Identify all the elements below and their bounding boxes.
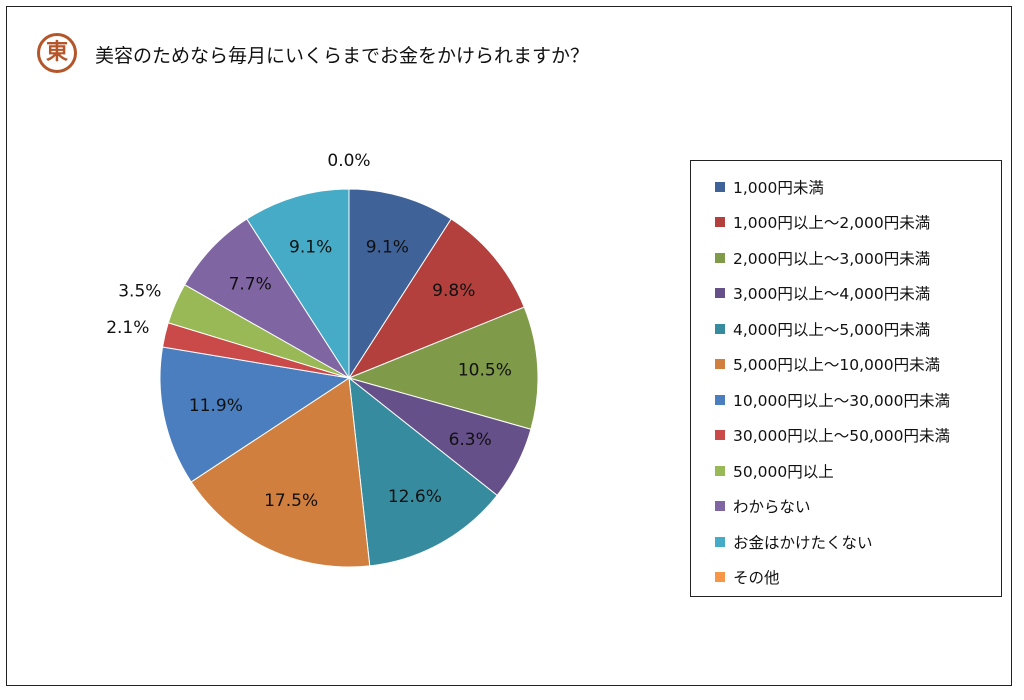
pie-slices <box>159 188 539 568</box>
pie-labels: 9.1% 9.8% 10.5% 6.3% 12.6% 17.5% 11.9% 2.1% 3.5%… <box>106 151 512 511</box>
legend-swatch <box>715 252 725 263</box>
legend-label: 2,000円以上～3,000円未満 <box>733 249 931 268</box>
legend-label: 1,000円未満 <box>733 178 824 197</box>
pie-data-label-11: 0.0% <box>327 151 370 171</box>
legend-label: 10,000円以上～30,000円未満 <box>733 391 950 410</box>
legend-item-0: 1,000円未満 <box>691 169 1001 205</box>
legend-swatch <box>715 501 725 512</box>
pie-data-label-2: 10.5% <box>458 361 512 381</box>
pie-slice-2 <box>347 306 539 430</box>
pie-data-label-10: 9.1% <box>289 237 332 257</box>
legend-swatch <box>715 465 725 476</box>
pie-slice-0 <box>348 188 452 380</box>
pie-slice-4 <box>348 376 498 567</box>
pie-data-label-8: 3.5% <box>118 281 161 301</box>
legend-label: その他 <box>733 569 780 588</box>
pie-data-label-7: 2.1% <box>106 318 149 338</box>
pie-data-label-3: 6.3% <box>449 430 492 450</box>
legend-swatch <box>715 394 725 405</box>
legend-item-7: 30,000円以上～50,000円未満 <box>691 418 1001 454</box>
legend-swatch <box>715 572 725 583</box>
legend-label: 1,000円以上～2,000円未満 <box>733 214 931 233</box>
chart-legend: 1,000円未満 1,000円以上～2,000円未満 2,000円以上～3,000円… <box>690 160 1002 597</box>
legend-item-1: 1,000円以上～2,000円未満 <box>691 205 1001 241</box>
pie-data-label-1: 9.8% <box>432 281 475 301</box>
legend-item-5: 5,000円以上～10,000円未満 <box>691 347 1001 383</box>
pie-slice-1 <box>347 218 525 380</box>
legend-label: 5,000円以上～10,000円未満 <box>733 356 941 375</box>
legend-item-3: 3,000円以上～4,000円未満 <box>691 276 1001 312</box>
legend-swatch <box>715 323 725 334</box>
legend-label: 4,000円以上～5,000円未満 <box>733 320 931 339</box>
legend-item-6: 10,000円以上～30,000円未満 <box>691 382 1001 418</box>
pie-data-label-4: 12.6% <box>388 487 442 507</box>
legend-swatch <box>715 181 725 192</box>
pie-chart: 9.1% 9.8% 10.5% 6.3% 12.6% 17.5% 11.9% 2.1% 3.5%… <box>106 151 539 568</box>
legend-item-4: 4,000円以上～5,000円未満 <box>691 311 1001 347</box>
legend-label: 3,000円以上～4,000円未満 <box>733 285 931 304</box>
pie-data-label-5: 17.5% <box>264 491 318 511</box>
legend-swatch <box>715 359 725 370</box>
legend-label: わからない <box>733 498 811 517</box>
legend-item-11: その他 <box>691 560 1001 596</box>
legend-item-2: 2,000円以上～3,000円未満 <box>691 240 1001 276</box>
legend-swatch <box>715 536 725 547</box>
legend-swatch <box>715 288 725 299</box>
pie-slice-6 <box>159 346 351 483</box>
legend-label: お金はかけたくない <box>733 533 873 552</box>
company-logo: 東 <box>37 33 77 73</box>
legend-label: 30,000円以上～50,000円未満 <box>733 427 950 446</box>
chart-title: 美容のためなら毎月にいくらまでお金をかけられますか？ <box>95 45 590 67</box>
legend-swatch <box>715 430 725 441</box>
legend-item-9: わからない <box>691 489 1001 525</box>
pie-data-label-6: 11.9% <box>189 396 243 416</box>
pie-slice-5 <box>190 377 371 568</box>
legend-label: 50,000円以上 <box>733 462 834 481</box>
pie-slice-10 <box>246 188 350 380</box>
legend-item-10: お金はかけたくない <box>691 524 1001 560</box>
legend-item-8: 50,000円以上 <box>691 453 1001 489</box>
legend-swatch <box>715 217 725 228</box>
pie-data-label-9: 7.7% <box>229 274 272 294</box>
pie-data-label-0: 9.1% <box>366 237 409 257</box>
